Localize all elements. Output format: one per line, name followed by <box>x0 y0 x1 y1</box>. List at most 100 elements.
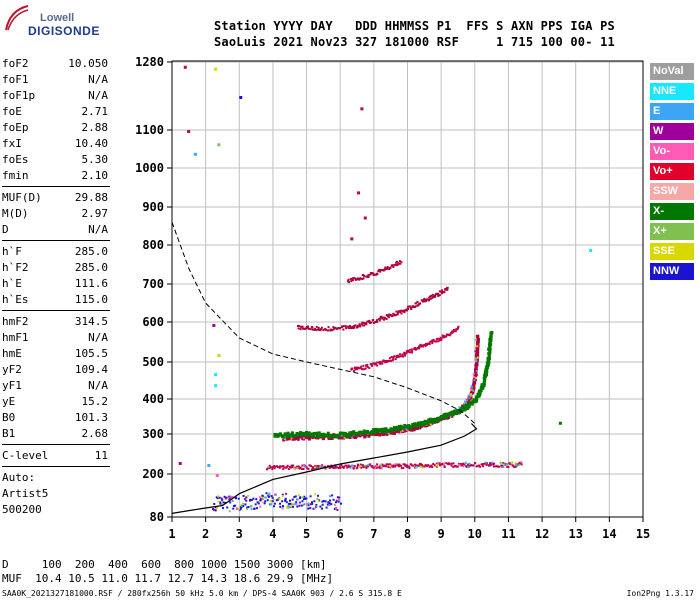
echo-point <box>361 278 364 281</box>
echo-point <box>350 464 353 467</box>
echo-point <box>373 433 377 437</box>
echo-point <box>246 494 249 497</box>
param-label: foEp <box>2 121 29 134</box>
echo-point <box>373 273 376 276</box>
echo-point <box>246 507 249 510</box>
echo-point <box>242 505 245 508</box>
echo-point <box>237 507 240 510</box>
echo-point <box>420 422 424 426</box>
echo-point <box>487 347 491 351</box>
echo-point <box>237 497 240 500</box>
echo-point <box>404 352 407 355</box>
echo-point <box>347 278 350 281</box>
echo-point <box>281 493 284 496</box>
noise-speckle <box>360 107 364 111</box>
echo-point <box>399 426 403 430</box>
echo-point <box>458 406 461 409</box>
echo-point <box>425 300 428 303</box>
echo-point <box>381 317 384 320</box>
echo-point <box>438 416 442 420</box>
echo-point <box>302 464 305 467</box>
echo-point <box>368 366 371 369</box>
noise-speckle <box>215 474 219 477</box>
legend-item-ssw: SSW <box>650 183 694 200</box>
echo-point <box>369 321 372 324</box>
echo-point <box>489 338 493 342</box>
echo-point <box>381 316 384 319</box>
echo-point <box>365 323 368 326</box>
echo-point <box>338 327 341 330</box>
echo-point <box>312 431 316 435</box>
echo-point <box>370 271 373 274</box>
echo-point <box>338 436 342 440</box>
echo-point <box>238 508 241 511</box>
echo-point <box>455 328 458 331</box>
echo-point <box>242 502 245 505</box>
echo-point <box>315 503 318 506</box>
echo-point <box>221 503 224 506</box>
echo-point <box>361 432 365 436</box>
y-tick-label: 1280 <box>135 55 164 69</box>
param-label: h`E <box>2 277 22 290</box>
echo-point <box>290 436 293 439</box>
echo-point <box>475 370 478 373</box>
echo-point <box>299 466 302 469</box>
echo-point <box>397 463 400 466</box>
echo-point <box>374 362 377 365</box>
echo-point <box>256 501 259 504</box>
echo-point <box>317 431 321 435</box>
echo-point <box>400 312 403 315</box>
echo-point <box>427 419 431 423</box>
param-value: N/A <box>88 89 108 102</box>
echo-point <box>474 373 478 377</box>
echo-point <box>379 432 383 436</box>
echo-point <box>403 429 406 432</box>
echo-point <box>444 415 448 419</box>
param-label: yE <box>2 395 16 408</box>
version-label: Ion2Png 1.3.17 <box>626 589 694 598</box>
echo-point <box>303 497 306 500</box>
echo-point <box>435 462 438 465</box>
echo-point <box>441 336 444 339</box>
echo-point <box>383 268 386 271</box>
echo-point <box>371 364 374 367</box>
echo-point <box>463 404 466 407</box>
echo-point <box>249 498 252 501</box>
echo-point <box>349 466 352 469</box>
echo-point <box>294 495 297 498</box>
echo-point <box>365 466 368 469</box>
param-value: 115.0 <box>74 293 108 306</box>
echo-point <box>407 465 410 468</box>
echo-point <box>324 465 327 468</box>
echo-point <box>379 317 382 320</box>
echo-point <box>473 381 477 385</box>
echo-point <box>442 335 445 338</box>
echo-point <box>399 309 402 312</box>
echo-point <box>381 362 384 365</box>
param-value: 2.10 <box>81 169 109 182</box>
echo-point <box>353 325 356 328</box>
echo-point <box>229 495 232 498</box>
echo-point <box>281 507 284 510</box>
echo-point <box>405 350 408 353</box>
echo-point <box>327 501 330 504</box>
echo-point <box>465 465 468 468</box>
echo-point <box>472 464 475 467</box>
param-row: MUF(D) 29.88 <box>2 190 108 206</box>
echo-point <box>376 320 379 323</box>
distance-row: D 100 200 400 600 800 1000 1500 3000 [km… <box>2 558 327 571</box>
echo-point <box>261 495 264 498</box>
echo-point <box>217 500 220 503</box>
echo-point <box>390 464 393 467</box>
echo-point <box>344 324 347 327</box>
x-tick-label: 11 <box>501 527 515 541</box>
digisonde-logo-icon <box>5 5 29 31</box>
echo-point <box>405 308 408 311</box>
echo-point <box>437 340 440 343</box>
legend-item-x: X+ <box>650 223 694 240</box>
echo-point <box>397 310 400 313</box>
echo-point <box>481 386 485 390</box>
echo-point <box>269 466 272 469</box>
echo-point <box>285 492 288 495</box>
echo-point <box>391 314 394 317</box>
